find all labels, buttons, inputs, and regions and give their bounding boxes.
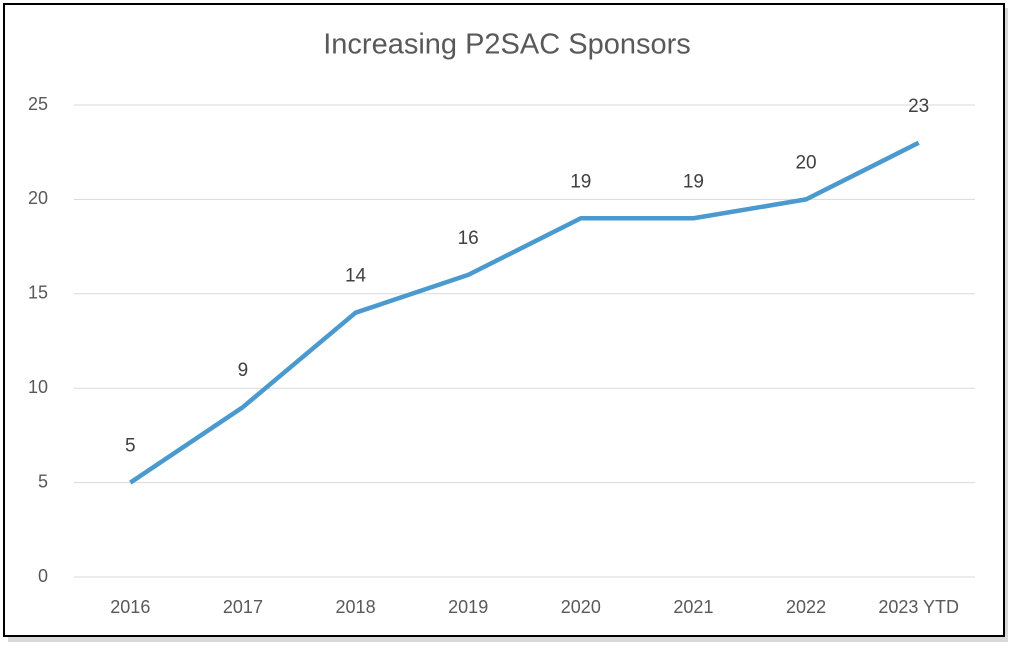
y-tick-label: 0 [38,566,48,586]
data-label: 9 [238,360,249,381]
frame [3,3,1005,637]
data-label: 16 [458,228,479,249]
data-label: 19 [683,171,704,192]
x-tick-label: 2016 [110,597,150,617]
x-tick-label: 2022 [786,597,826,617]
y-tick-label: 15 [28,283,48,303]
data-label: 14 [345,266,367,287]
data-label: 5 [125,436,136,457]
x-tick-label: 2023 YTD [878,597,959,617]
chart-title: Increasing P2SAC Sponsors [323,29,691,61]
y-tick-label: 20 [28,188,48,208]
y-tick-label: 25 [28,94,48,114]
x-tick-label: 2021 [673,597,713,617]
data-label: 20 [795,152,816,173]
y-tick-label: 10 [28,377,48,397]
line [129,140,920,485]
x-tick-label: 2018 [336,597,376,617]
x-tick-label: 2019 [448,597,488,617]
y-tick-label: 5 [38,471,48,491]
x-tick-label: 2020 [561,597,601,617]
data-label: 19 [570,171,591,192]
data-label: 23 [908,96,929,117]
x-tick-label: 2017 [223,597,263,617]
